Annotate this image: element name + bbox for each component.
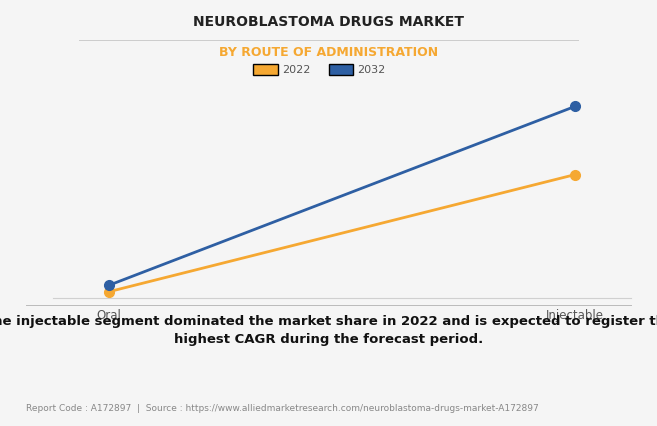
Text: The injectable segment dominated the market share in 2022 and is expected to reg: The injectable segment dominated the mar…	[0, 315, 657, 346]
Text: Report Code : A172897  |  Source : https://www.alliedmarketresearch.com/neurobla: Report Code : A172897 | Source : https:/…	[26, 404, 539, 413]
Text: 2032: 2032	[357, 65, 386, 75]
Text: NEUROBLASTOMA DRUGS MARKET: NEUROBLASTOMA DRUGS MARKET	[193, 15, 464, 29]
Text: BY ROUTE OF ADMINISTRATION: BY ROUTE OF ADMINISTRATION	[219, 46, 438, 59]
Text: 2022: 2022	[282, 65, 310, 75]
